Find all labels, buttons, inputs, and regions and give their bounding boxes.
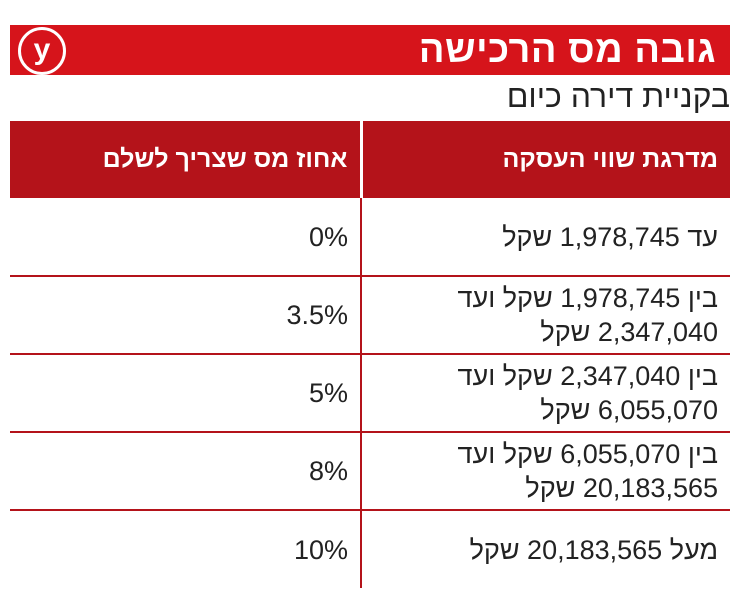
purchase-tax-table: מדרגת שווי העסקה אחוז מס שצריך לשלם עד 1… xyxy=(10,121,730,588)
table-header-row: מדרגת שווי העסקה אחוז מס שצריך לשלם xyxy=(10,121,730,198)
range-cell: בין 2,347,040 שקל ועד 6,055,070 שקל xyxy=(361,353,730,432)
table-row: מעל 20,183,565 שקל 10% xyxy=(10,509,730,588)
range-cell: בין 1,978,745 שקל ועד 2,347,040 שקל xyxy=(361,275,730,354)
table-row: בין 6,055,070 שקל ועד 20,183,565 שקל 8% xyxy=(10,431,730,510)
range-cell: מעל 20,183,565 שקל xyxy=(361,509,730,588)
ynet-logo-icon: y xyxy=(10,25,70,75)
column-header-rate: אחוז מס שצריך לשלם xyxy=(10,121,363,198)
rate-cell: 5% xyxy=(10,353,362,432)
rate-cell: 8% xyxy=(10,431,362,510)
rate-cell: 10% xyxy=(10,509,362,588)
rate-cell: 0% xyxy=(10,198,362,276)
range-cell: בין 6,055,070 שקל ועד 20,183,565 שקל xyxy=(361,431,730,510)
page-title: גובה מס הרכישה xyxy=(418,29,716,71)
table-row: בין 2,347,040 שקל ועד 6,055,070 שקל 5% xyxy=(10,353,730,432)
rate-cell: 3.5% xyxy=(10,275,362,354)
title-bar: y גובה מס הרכישה xyxy=(10,25,730,75)
column-header-range: מדרגת שווי העסקה xyxy=(361,121,730,198)
range-cell: עד 1,978,745 שקל xyxy=(502,221,718,252)
logo-letter: y xyxy=(18,27,66,75)
table-row: עד 1,978,745 שקל 0% xyxy=(10,198,730,276)
page-subtitle: בקניית דירה כיום xyxy=(506,78,730,114)
table-row: בין 1,978,745 שקל ועד 2,347,040 שקל 3.5% xyxy=(10,275,730,354)
